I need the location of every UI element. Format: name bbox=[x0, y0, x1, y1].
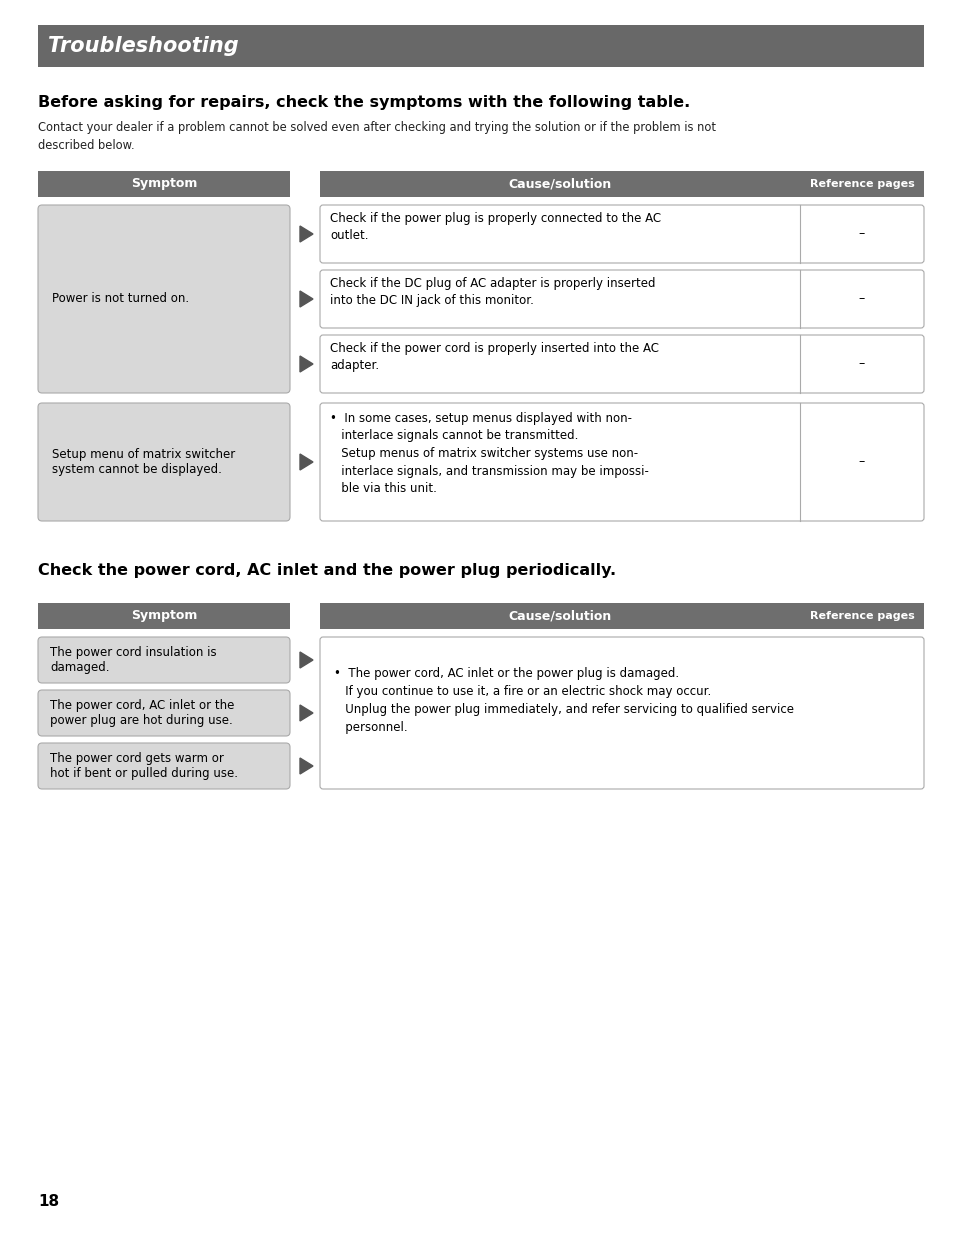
Text: Contact your dealer if a problem cannot be solved even after checking and trying: Contact your dealer if a problem cannot … bbox=[38, 121, 716, 152]
Text: Check if the power cord is properly inserted into the AC
adapter.: Check if the power cord is properly inse… bbox=[330, 341, 659, 372]
Text: Check if the power plug is properly connected to the AC
outlet.: Check if the power plug is properly conn… bbox=[330, 212, 660, 242]
Text: The power cord gets warm or
hot if bent or pulled during use.: The power cord gets warm or hot if bent … bbox=[50, 752, 237, 781]
Text: –: – bbox=[858, 228, 864, 240]
FancyBboxPatch shape bbox=[319, 637, 923, 789]
Text: –: – bbox=[858, 455, 864, 469]
FancyBboxPatch shape bbox=[319, 403, 923, 521]
Polygon shape bbox=[299, 226, 313, 242]
FancyBboxPatch shape bbox=[38, 205, 290, 393]
Bar bbox=[38, 25, 923, 67]
Text: Check if the DC plug of AC adapter is properly inserted
into the DC IN jack of t: Check if the DC plug of AC adapter is pr… bbox=[330, 277, 655, 307]
Polygon shape bbox=[299, 356, 313, 372]
Text: Symptom: Symptom bbox=[131, 610, 197, 622]
Text: Reference pages: Reference pages bbox=[809, 179, 913, 189]
Text: –: – bbox=[858, 292, 864, 306]
Text: 18: 18 bbox=[38, 1194, 59, 1209]
Text: Cause/solution: Cause/solution bbox=[508, 177, 611, 190]
FancyBboxPatch shape bbox=[319, 335, 923, 393]
Polygon shape bbox=[299, 758, 313, 774]
Bar bbox=[319, 171, 800, 197]
FancyBboxPatch shape bbox=[38, 403, 290, 521]
Bar bbox=[800, 602, 923, 628]
FancyBboxPatch shape bbox=[38, 690, 290, 736]
Text: Check the power cord, AC inlet and the power plug periodically.: Check the power cord, AC inlet and the p… bbox=[38, 563, 616, 578]
Bar bbox=[38, 602, 290, 628]
Text: Troubleshooting: Troubleshooting bbox=[48, 36, 238, 56]
FancyBboxPatch shape bbox=[38, 637, 290, 683]
Text: Before asking for repairs, check the symptoms with the following table.: Before asking for repairs, check the sym… bbox=[38, 95, 690, 110]
Text: Symptom: Symptom bbox=[131, 177, 197, 190]
Bar bbox=[319, 602, 800, 628]
Text: •  In some cases, setup menus displayed with non-
   interlace signals cannot be: • In some cases, setup menus displayed w… bbox=[330, 412, 648, 495]
Text: The power cord insulation is
damaged.: The power cord insulation is damaged. bbox=[50, 646, 216, 674]
Bar bbox=[38, 171, 290, 197]
Text: Power is not turned on.: Power is not turned on. bbox=[52, 292, 189, 306]
Text: –: – bbox=[858, 357, 864, 371]
FancyBboxPatch shape bbox=[38, 743, 290, 789]
Polygon shape bbox=[299, 454, 313, 470]
Text: Cause/solution: Cause/solution bbox=[508, 610, 611, 622]
Polygon shape bbox=[299, 652, 313, 668]
Polygon shape bbox=[299, 291, 313, 307]
FancyBboxPatch shape bbox=[319, 205, 923, 263]
Text: •  The power cord, AC inlet or the power plug is damaged.
   If you continue to : • The power cord, AC inlet or the power … bbox=[334, 667, 793, 735]
Bar bbox=[800, 171, 923, 197]
Text: Reference pages: Reference pages bbox=[809, 611, 913, 621]
Text: The power cord, AC inlet or the
power plug are hot during use.: The power cord, AC inlet or the power pl… bbox=[50, 699, 234, 727]
Text: Setup menu of matrix switcher
system cannot be displayed.: Setup menu of matrix switcher system can… bbox=[52, 448, 235, 476]
FancyBboxPatch shape bbox=[319, 270, 923, 328]
Polygon shape bbox=[299, 705, 313, 721]
